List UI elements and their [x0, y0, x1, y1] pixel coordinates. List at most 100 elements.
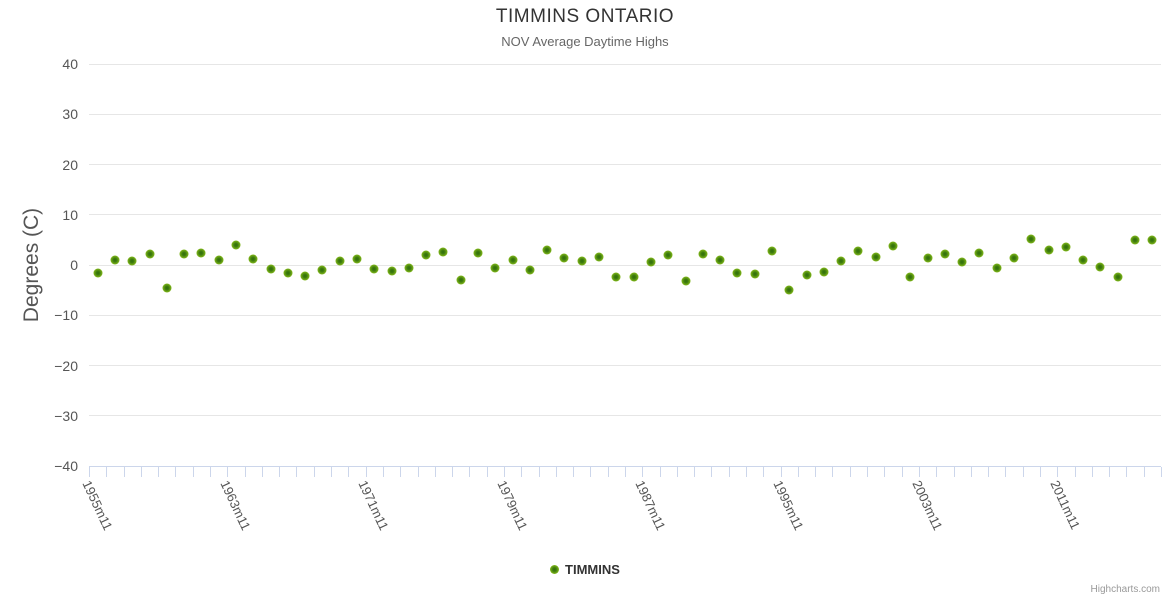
- data-point[interactable]: [836, 256, 846, 266]
- data-point[interactable]: [974, 248, 984, 258]
- data-point[interactable]: [732, 268, 742, 278]
- data-point[interactable]: [663, 250, 673, 260]
- x-axis-tick: [867, 467, 869, 477]
- data-point[interactable]: [992, 263, 1002, 272]
- data-point[interactable]: [871, 252, 881, 262]
- x-axis-tick: [918, 467, 920, 477]
- x-axis-tick: [331, 467, 333, 477]
- data-point[interactable]: [542, 245, 552, 255]
- data-point[interactable]: [802, 270, 812, 280]
- data-point[interactable]: [594, 252, 604, 262]
- data-point[interactable]: [940, 249, 950, 259]
- data-point[interactable]: [248, 254, 258, 264]
- data-point[interactable]: [490, 263, 500, 272]
- data-point[interactable]: [369, 264, 379, 274]
- y-gridline: [89, 164, 1161, 165]
- x-axis-tick: [261, 467, 263, 477]
- data-point[interactable]: [127, 256, 137, 266]
- data-point[interactable]: [387, 266, 397, 276]
- x-axis-tick: [1022, 467, 1024, 477]
- data-point[interactable]: [231, 240, 241, 250]
- y-axis-tick-label: −20: [54, 357, 78, 374]
- data-point[interactable]: [335, 256, 345, 266]
- data-point[interactable]: [352, 254, 362, 264]
- x-axis-tick: [106, 467, 108, 477]
- x-axis-tick: [313, 467, 315, 477]
- data-point[interactable]: [784, 285, 794, 295]
- data-point[interactable]: [750, 269, 760, 279]
- x-axis-tick: [607, 467, 609, 477]
- data-point[interactable]: [1009, 253, 1019, 263]
- data-point[interactable]: [888, 241, 898, 251]
- data-point[interactable]: [923, 253, 933, 263]
- data-point[interactable]: [1026, 234, 1036, 244]
- data-point[interactable]: [715, 255, 725, 265]
- x-axis-tick: [936, 467, 938, 477]
- x-axis-tick: [1091, 467, 1093, 477]
- x-axis-tick: [1161, 467, 1162, 477]
- data-point[interactable]: [283, 268, 293, 278]
- x-axis-tick: [503, 467, 505, 477]
- data-point[interactable]: [698, 249, 708, 259]
- data-point[interactable]: [456, 275, 466, 285]
- data-point[interactable]: [646, 257, 656, 267]
- data-point[interactable]: [300, 271, 310, 281]
- x-axis-tick: [728, 467, 730, 477]
- x-axis-tick: [1143, 467, 1145, 477]
- data-point[interactable]: [214, 255, 224, 265]
- x-axis-tick: [780, 467, 782, 477]
- data-point[interactable]: [577, 256, 587, 266]
- x-axis-tick-label: 2003m11: [908, 478, 946, 533]
- y-axis-tick-label: 30: [62, 106, 78, 123]
- x-axis-tick: [538, 467, 540, 477]
- x-axis-tick: [123, 467, 125, 477]
- x-axis-tick: [1074, 467, 1076, 477]
- data-point[interactable]: [266, 264, 276, 274]
- y-gridline: [89, 365, 1161, 366]
- data-point[interactable]: [681, 276, 691, 286]
- x-axis-tick: [140, 467, 142, 477]
- x-axis-tick: [832, 467, 834, 477]
- data-point[interactable]: [179, 249, 189, 259]
- data-point[interactable]: [317, 265, 327, 275]
- data-point[interactable]: [162, 283, 172, 293]
- y-gridline: [89, 264, 1161, 266]
- data-point[interactable]: [1147, 235, 1157, 245]
- data-point[interactable]: [421, 250, 431, 260]
- chart-subtitle: NOV Average Daytime Highs: [501, 34, 669, 49]
- x-axis-tick: [486, 467, 488, 477]
- data-point[interactable]: [1061, 242, 1071, 252]
- data-point[interactable]: [905, 272, 915, 282]
- data-point[interactable]: [110, 255, 120, 265]
- data-point[interactable]: [404, 263, 414, 273]
- data-point[interactable]: [853, 246, 863, 256]
- y-gridline: [89, 63, 1161, 65]
- data-point[interactable]: [1095, 262, 1105, 272]
- data-point[interactable]: [767, 246, 777, 256]
- data-point[interactable]: [508, 255, 518, 265]
- data-point[interactable]: [819, 267, 829, 277]
- data-point[interactable]: [1044, 245, 1054, 255]
- data-point[interactable]: [145, 249, 155, 259]
- data-point[interactable]: [1113, 272, 1123, 282]
- x-axis-tick: [521, 467, 523, 477]
- data-point[interactable]: [1130, 235, 1140, 245]
- chart-title: TIMMINS ONTARIO: [495, 6, 675, 27]
- y-gridline: [89, 415, 1161, 417]
- y-axis-tick-label: −10: [54, 307, 78, 324]
- data-point[interactable]: [957, 257, 967, 267]
- data-point[interactable]: [629, 272, 639, 282]
- data-point[interactable]: [196, 248, 206, 258]
- data-point[interactable]: [525, 265, 535, 275]
- y-axis-tick-label: −40: [54, 458, 78, 474]
- data-point[interactable]: [438, 247, 448, 257]
- y-gridline: [89, 214, 1161, 216]
- data-point[interactable]: [559, 253, 569, 263]
- data-point[interactable]: [93, 268, 103, 278]
- data-point[interactable]: [611, 272, 621, 282]
- legend-item-timmins[interactable]: TIMMINS: [0, 562, 1170, 577]
- data-point[interactable]: [1078, 255, 1088, 265]
- highcharts-credits-link[interactable]: Highcharts.com: [1090, 584, 1160, 595]
- data-point[interactable]: [473, 248, 483, 258]
